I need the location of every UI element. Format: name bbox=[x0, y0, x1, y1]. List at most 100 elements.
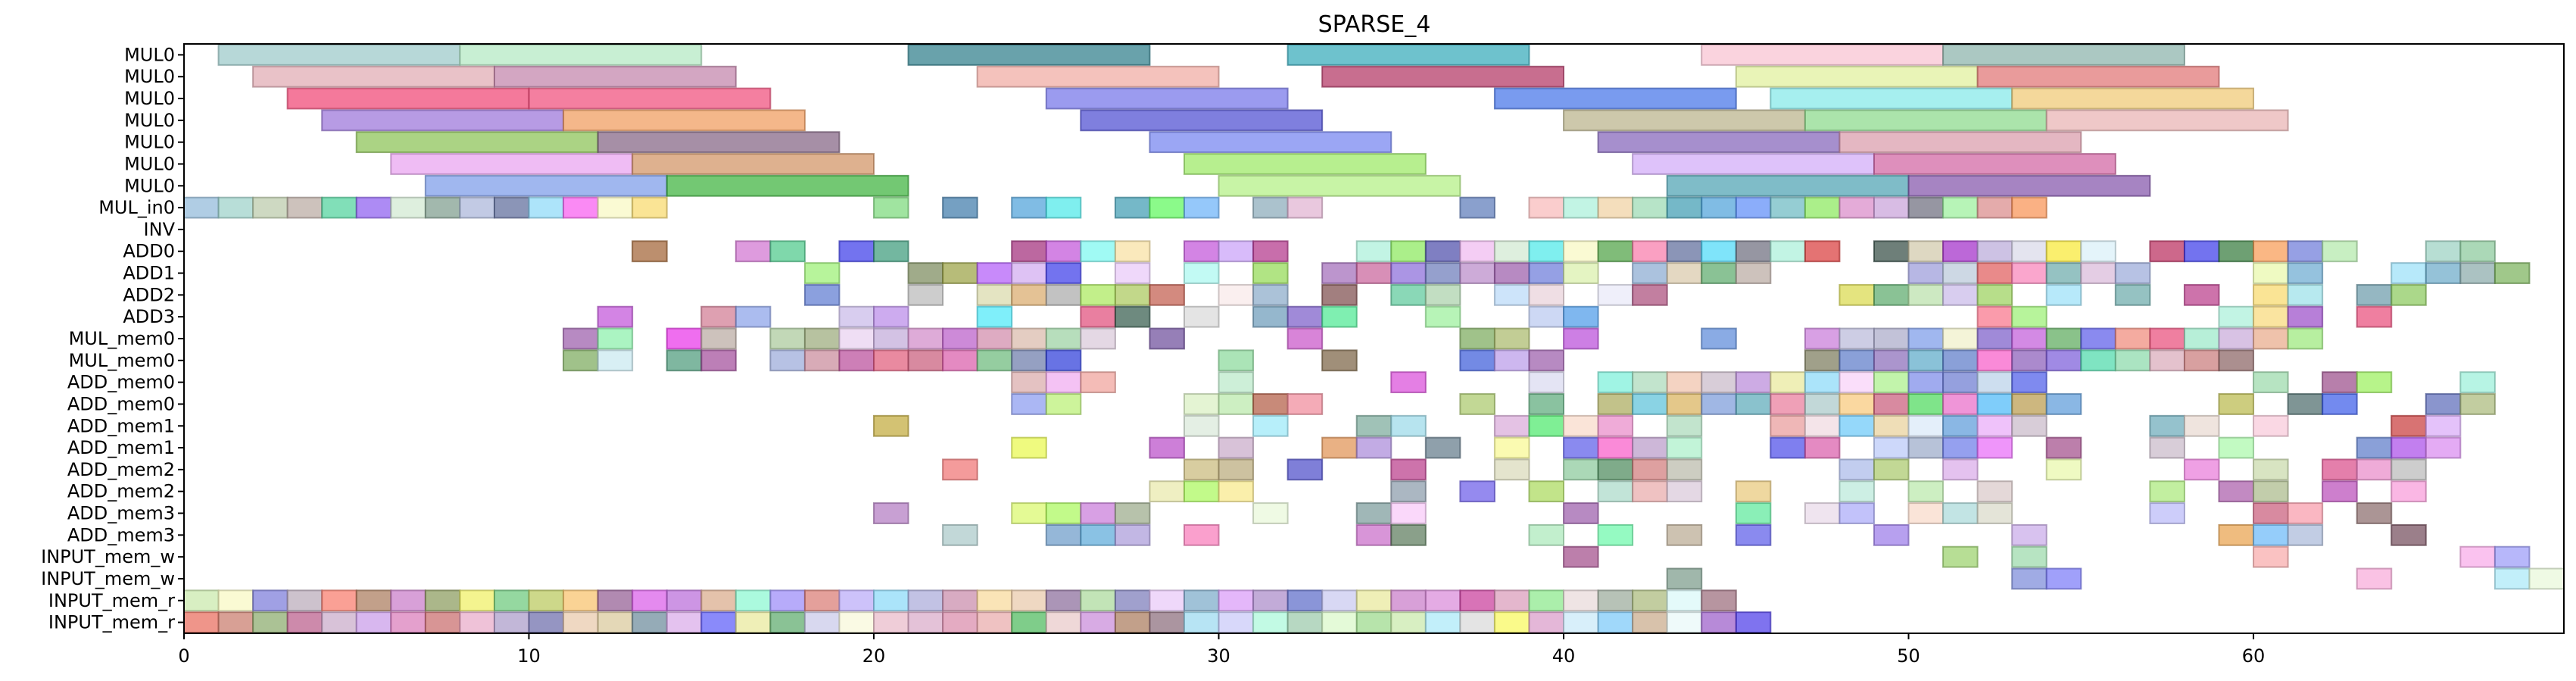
task-bar bbox=[2390, 436, 2427, 459]
task-bar bbox=[1770, 87, 2013, 110]
task-bar bbox=[1804, 502, 1841, 524]
task-bar bbox=[1907, 240, 1944, 263]
y-tick-label: MUL0 bbox=[124, 66, 175, 87]
task-bar bbox=[942, 458, 978, 481]
task-bar bbox=[1355, 523, 1392, 546]
task-bar bbox=[1114, 611, 1151, 633]
task-bar bbox=[1563, 262, 1599, 284]
task-bar bbox=[1390, 480, 1427, 503]
task-bar bbox=[1252, 589, 1289, 612]
y-tick-label: MUL0 bbox=[124, 175, 175, 196]
task-bar bbox=[1942, 262, 1979, 284]
task-bar bbox=[1907, 393, 1944, 415]
task-bar bbox=[1838, 393, 1875, 415]
task-bar bbox=[1666, 174, 1910, 197]
task-bar bbox=[1183, 196, 1220, 219]
plot-frame bbox=[183, 43, 2565, 634]
y-tick-label: ADD_mem0 bbox=[67, 372, 175, 393]
task-bar bbox=[390, 589, 426, 612]
task-bar bbox=[2149, 240, 2185, 263]
x-tick-label: 10 bbox=[517, 645, 541, 667]
task-bar bbox=[2459, 371, 2496, 394]
task-bar bbox=[1493, 589, 1530, 612]
task-bar bbox=[1045, 349, 1082, 372]
task-bar bbox=[1045, 262, 1082, 284]
task-bar bbox=[1045, 611, 1082, 633]
task-bar bbox=[1597, 196, 1634, 219]
task-bar bbox=[2390, 523, 2427, 546]
task-bar bbox=[1424, 436, 1461, 459]
task-bar bbox=[1804, 196, 1841, 219]
task-bar bbox=[321, 611, 357, 633]
task-bar bbox=[2390, 283, 2427, 306]
task-bar bbox=[976, 65, 1220, 88]
task-bar bbox=[1597, 283, 1634, 306]
task-bar bbox=[528, 87, 772, 110]
task-bar bbox=[1424, 611, 1461, 633]
y-tick-label: ADD_mem2 bbox=[67, 459, 175, 480]
task-bar bbox=[2390, 458, 2427, 481]
task-bar bbox=[1183, 480, 1220, 503]
task-bar bbox=[1666, 523, 1703, 546]
task-bar bbox=[1597, 480, 1634, 503]
task-bar bbox=[803, 349, 840, 372]
task-bar bbox=[1873, 153, 2116, 175]
task-bar bbox=[1183, 414, 1220, 437]
task-bar bbox=[1597, 240, 1634, 263]
task-bar bbox=[1804, 371, 1841, 394]
task-bar bbox=[1942, 196, 1979, 219]
task-bar bbox=[1528, 349, 1565, 372]
task-bar bbox=[1459, 589, 1495, 612]
task-bar bbox=[1907, 327, 1944, 350]
task-bar bbox=[563, 611, 599, 633]
task-bar bbox=[2356, 305, 2393, 328]
task-bar bbox=[1355, 436, 1392, 459]
task-bar bbox=[1873, 196, 1910, 219]
task-bar bbox=[1528, 371, 1565, 394]
y-tick-label: INPUT_mem_r bbox=[48, 612, 175, 633]
task-bar bbox=[769, 611, 806, 633]
task-bar bbox=[2322, 458, 2358, 481]
x-tick-label: 0 bbox=[178, 645, 189, 667]
task-bar bbox=[1907, 349, 1944, 372]
y-tick-label: INPUT_mem_r bbox=[48, 590, 175, 611]
task-bar bbox=[286, 611, 323, 633]
task-bar bbox=[1976, 305, 2013, 328]
task-bar bbox=[252, 611, 288, 633]
task-bar bbox=[2287, 305, 2324, 328]
task-bar bbox=[217, 611, 254, 633]
task-bar bbox=[1045, 393, 1082, 415]
task-bar bbox=[493, 196, 530, 219]
task-bar bbox=[1942, 240, 1979, 263]
task-bar bbox=[1011, 240, 1047, 263]
task-bar bbox=[2218, 523, 2255, 546]
task-bar bbox=[1218, 174, 1461, 197]
task-bar bbox=[1011, 611, 1047, 633]
task-bar bbox=[1632, 458, 1668, 481]
task-bar bbox=[2287, 502, 2324, 524]
task-bar bbox=[1942, 414, 1979, 437]
task-bar bbox=[2390, 414, 2427, 437]
task-bar bbox=[2356, 371, 2393, 394]
task-bar bbox=[1770, 436, 1806, 459]
task-bar bbox=[1390, 371, 1427, 394]
task-bar bbox=[1080, 523, 1116, 546]
task-bar bbox=[1942, 349, 1979, 372]
task-bar bbox=[1183, 240, 1220, 263]
task-bar bbox=[563, 349, 599, 372]
task-bar bbox=[1632, 480, 1668, 503]
task-bar bbox=[2149, 436, 2185, 459]
task-bar bbox=[1459, 480, 1495, 503]
task-bar bbox=[2322, 240, 2358, 263]
task-bar bbox=[2322, 371, 2358, 394]
task-bar bbox=[666, 589, 703, 612]
task-bar bbox=[424, 611, 461, 633]
task-bar bbox=[1701, 44, 1944, 66]
task-bar bbox=[1493, 349, 1530, 372]
task-bar bbox=[1218, 349, 1255, 372]
task-bar bbox=[2045, 283, 2082, 306]
task-bar bbox=[2356, 283, 2393, 306]
task-bar bbox=[1286, 458, 1324, 481]
task-bar bbox=[528, 611, 565, 633]
task-bar bbox=[1666, 611, 1703, 633]
